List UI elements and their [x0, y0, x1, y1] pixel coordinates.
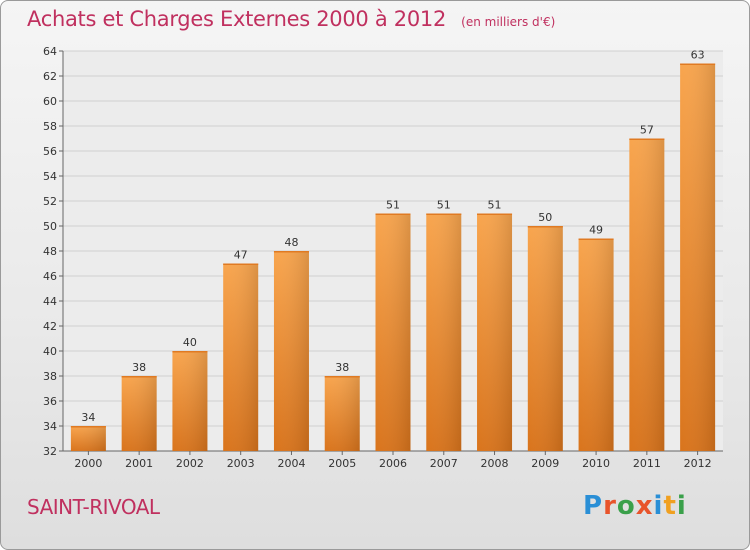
data-label: 63 — [691, 49, 705, 62]
y-tick-label: 64 — [43, 45, 57, 58]
logo-letter: x — [635, 491, 654, 521]
x-tick-label: 2003 — [227, 457, 255, 470]
y-tick-label: 46 — [43, 270, 57, 283]
y-tick-label: 50 — [43, 220, 57, 233]
y-tick-label: 56 — [43, 145, 57, 158]
bar-shade — [70, 426, 106, 451]
bar-cap — [121, 376, 157, 378]
y-tick-label: 54 — [43, 170, 57, 183]
bar-cap — [70, 426, 106, 428]
y-tick-label: 60 — [43, 95, 57, 108]
x-tick-label: 2012 — [684, 457, 712, 470]
data-label: 38 — [335, 361, 349, 374]
y-tick-label: 38 — [43, 370, 57, 383]
data-label: 51 — [386, 199, 400, 212]
data-label: 49 — [589, 224, 603, 237]
x-tick-label: 2009 — [531, 457, 559, 470]
x-tick-label: 2002 — [176, 457, 204, 470]
y-tick-label: 34 — [43, 420, 57, 433]
y-tick-label: 42 — [43, 320, 57, 333]
data-label: 40 — [183, 336, 197, 349]
bar-cap — [324, 376, 360, 378]
bar-shade — [527, 226, 563, 451]
bar-cap — [527, 226, 563, 228]
y-tick-label: 48 — [43, 245, 57, 258]
data-label: 50 — [538, 211, 552, 224]
y-tick-label: 58 — [43, 120, 57, 133]
bar-shade — [172, 351, 208, 451]
x-tick-label: 2001 — [125, 457, 153, 470]
logo-letter: P — [583, 491, 604, 521]
bar-cap — [680, 63, 716, 65]
y-tick-label: 44 — [43, 295, 57, 308]
bar-cap — [629, 138, 665, 140]
location-label: SAINT-RIVOAL — [27, 495, 160, 519]
bar-shade — [223, 263, 259, 451]
x-tick-label: 2000 — [74, 457, 102, 470]
bar-shade — [324, 376, 360, 451]
bar-shade — [680, 63, 716, 451]
data-label: 38 — [132, 361, 146, 374]
chart-unit: (en milliers d'€) — [461, 15, 556, 29]
logo-letter: o — [616, 491, 636, 521]
logo-letter: i — [676, 491, 687, 521]
data-label: 47 — [234, 249, 248, 262]
y-tick-label: 36 — [43, 395, 57, 408]
y-tick-label: 62 — [43, 70, 57, 83]
x-tick-label: 2007 — [430, 457, 458, 470]
x-tick-label: 2005 — [328, 457, 356, 470]
data-label: 51 — [437, 199, 451, 212]
y-tick-label: 52 — [43, 195, 57, 208]
bar-cap — [578, 238, 614, 240]
x-tick-label: 2008 — [481, 457, 509, 470]
data-label: 48 — [284, 236, 298, 249]
title-block: Achats et Charges Externes 2000 à 2012 (… — [27, 7, 555, 31]
x-tick-label: 2010 — [582, 457, 610, 470]
x-tick-label: 2004 — [277, 457, 305, 470]
data-label: 34 — [81, 411, 95, 424]
bar-cap — [172, 351, 208, 353]
data-label: 51 — [488, 199, 502, 212]
bar-cap — [273, 251, 309, 253]
bar-cap — [375, 213, 411, 215]
proxiti-logo: Proxiti — [583, 491, 687, 521]
logo-letter: t — [663, 491, 677, 521]
logo-letter: i — [653, 491, 664, 521]
x-tick-label: 2011 — [633, 457, 661, 470]
bar-shade — [426, 213, 462, 451]
bar-shade — [477, 213, 513, 451]
y-tick-label: 32 — [43, 445, 57, 458]
logo-letter: r — [603, 491, 617, 521]
bar-cap — [477, 213, 513, 215]
chart-title: Achats et Charges Externes 2000 à 2012 — [27, 7, 447, 31]
bar-shade — [273, 251, 309, 451]
data-label: 57 — [640, 124, 654, 137]
bar-shade — [629, 138, 665, 451]
y-tick-label: 40 — [43, 345, 57, 358]
bar-cap — [223, 263, 259, 265]
bar-shade — [375, 213, 411, 451]
bar-cap — [426, 213, 462, 215]
bar-shade — [578, 238, 614, 451]
bar-shade — [121, 376, 157, 451]
x-tick-label: 2006 — [379, 457, 407, 470]
